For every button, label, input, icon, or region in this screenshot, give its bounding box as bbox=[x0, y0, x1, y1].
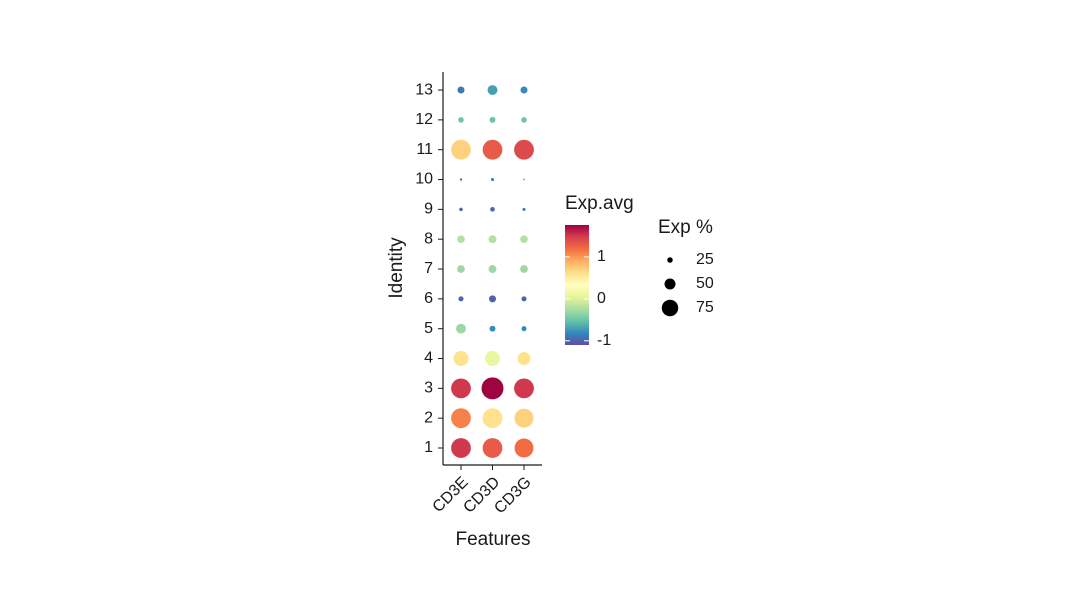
dot bbox=[522, 207, 526, 211]
dot bbox=[451, 408, 471, 429]
size-legend-title: Exp % bbox=[658, 217, 713, 238]
dot bbox=[514, 438, 534, 458]
dot bbox=[490, 207, 495, 212]
size-key bbox=[661, 299, 679, 317]
dot bbox=[490, 177, 495, 182]
y-tick-label: 7 bbox=[424, 260, 433, 277]
dot bbox=[521, 117, 527, 123]
y-axis-label: Identity bbox=[386, 237, 407, 299]
dot bbox=[521, 296, 527, 302]
dot bbox=[457, 235, 465, 244]
y-tick-label: 8 bbox=[424, 230, 433, 247]
dot bbox=[520, 86, 528, 94]
y-tick-label: 10 bbox=[415, 171, 433, 188]
dot bbox=[458, 296, 464, 302]
y-tick-label: 6 bbox=[424, 290, 433, 307]
dot bbox=[451, 378, 471, 399]
dot bbox=[457, 265, 465, 273]
dot bbox=[488, 265, 497, 273]
size-key-label: 25 bbox=[696, 251, 714, 268]
color-tick-label: 1 bbox=[597, 248, 606, 265]
color-legend-title: Exp.avg bbox=[565, 193, 634, 214]
dot bbox=[489, 116, 496, 123]
size-key bbox=[664, 278, 676, 290]
dot bbox=[488, 235, 497, 244]
dot bbox=[488, 295, 497, 303]
y-tick-label: 1 bbox=[424, 439, 433, 456]
dot bbox=[451, 438, 471, 458]
y-tick-label: 11 bbox=[416, 141, 433, 158]
color-tick-label: -1 bbox=[597, 332, 611, 349]
color-tick-label: 0 bbox=[597, 290, 606, 307]
x-tick-label: CD3G bbox=[491, 474, 534, 517]
size-key bbox=[667, 257, 673, 263]
dot bbox=[458, 117, 464, 123]
dot bbox=[459, 207, 463, 212]
dot bbox=[451, 139, 471, 160]
dot bbox=[520, 265, 528, 273]
dot bbox=[514, 378, 534, 399]
y-tick-label: 9 bbox=[424, 201, 433, 218]
dot bbox=[456, 323, 466, 334]
y-tick-label: 12 bbox=[415, 111, 433, 128]
dot bbox=[514, 139, 534, 160]
y-tick-label: 5 bbox=[424, 320, 433, 337]
x-axis-label: Features bbox=[456, 529, 531, 550]
dot bbox=[517, 352, 531, 366]
dot bbox=[523, 178, 525, 181]
dot bbox=[487, 85, 498, 95]
dot bbox=[485, 351, 500, 366]
y-tick-label: 13 bbox=[415, 81, 433, 98]
dot bbox=[482, 139, 503, 160]
color-bar bbox=[565, 225, 589, 345]
size-key-label: 75 bbox=[696, 299, 714, 316]
size-key-label: 50 bbox=[696, 275, 714, 292]
dot bbox=[457, 86, 465, 94]
dot bbox=[482, 438, 503, 458]
dot bbox=[453, 351, 469, 366]
dot bbox=[482, 408, 503, 429]
dot bbox=[521, 326, 527, 332]
dot bbox=[481, 377, 504, 400]
y-tick-label: 3 bbox=[424, 380, 433, 397]
y-tick-label: 4 bbox=[424, 350, 433, 367]
dot bbox=[489, 325, 496, 332]
dot bbox=[459, 178, 463, 181]
dot bbox=[520, 235, 528, 244]
dot bbox=[514, 408, 534, 428]
y-tick-label: 2 bbox=[424, 409, 433, 426]
